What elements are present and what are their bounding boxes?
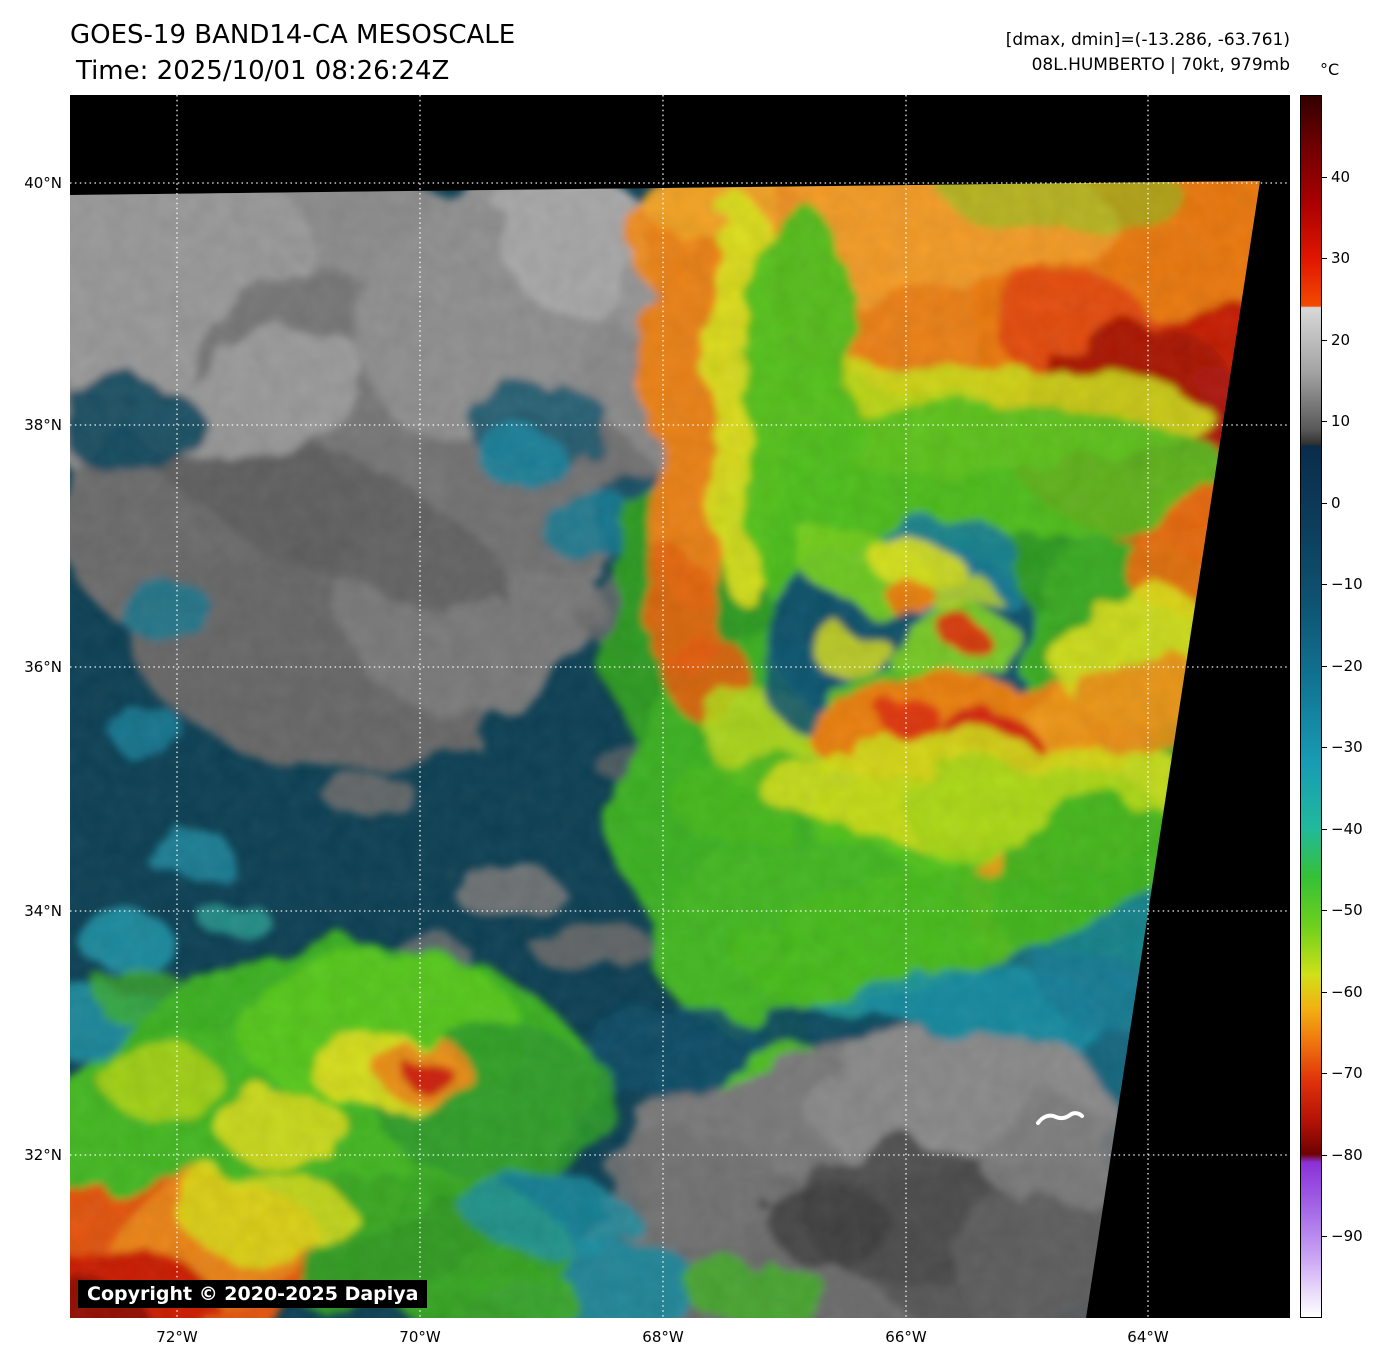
colorbar-tick-label: −40	[1331, 819, 1363, 838]
satellite-imagery	[70, 95, 1290, 1318]
colorbar-tick-mark	[1322, 1236, 1327, 1238]
satellite-map: Copyright © 2020-2025 Dapiya	[70, 95, 1290, 1318]
colorbar-tick-mark	[1322, 747, 1327, 749]
texture-dark	[70, 181, 1260, 1318]
colorbar-tick-mark	[1322, 1154, 1327, 1156]
colorbar-tick-label: −20	[1331, 656, 1363, 675]
lat-tick-label: 32°N	[24, 1146, 62, 1164]
lon-tick-label: 68°W	[642, 1328, 684, 1346]
colorbar-tick-mark	[1322, 991, 1327, 993]
colorbar-tick-label: 30	[1331, 249, 1351, 268]
lat-tick-label: 40°N	[24, 174, 62, 192]
lon-tick-label: 66°W	[885, 1328, 927, 1346]
colorbar	[1300, 95, 1322, 1318]
lon-tick-label: 64°W	[1127, 1328, 1169, 1346]
colorbar-tick-mark	[1322, 176, 1327, 178]
colorbar-tick-mark	[1322, 828, 1327, 830]
colorbar-tick-mark	[1322, 421, 1327, 423]
storm-readout: 08L.HUMBERTO | 70kt, 979mb	[1031, 55, 1290, 75]
colorbar-tick-label: −60	[1331, 982, 1363, 1001]
colorbar-tick-label: 0	[1331, 493, 1341, 512]
colorbar-tick-label: −70	[1331, 1064, 1363, 1083]
copyright-label: Copyright © 2020-2025 Dapiya	[78, 1280, 428, 1308]
colorbar-tick-mark	[1322, 665, 1327, 667]
colorbar-tick-label: 40	[1331, 167, 1351, 186]
header-right: [dmax, dmin]=(-13.286, -63.761) 08L.HUMB…	[1006, 28, 1290, 78]
colorbar-tick-label: 10	[1331, 412, 1351, 431]
lon-tick-label: 72°W	[156, 1328, 198, 1346]
timestamp: Time: 2025/10/01 08:26:24Z	[76, 56, 450, 86]
bermuda-island	[1036, 1111, 1084, 1125]
colorbar-tick-mark	[1322, 339, 1327, 341]
colorbar-tick-label: −50	[1331, 901, 1363, 920]
colorbar-tick-mark	[1322, 502, 1327, 504]
lat-tick-label: 34°N	[24, 902, 62, 920]
lon-tick-label: 70°W	[399, 1328, 441, 1346]
colorbar-tick-label: −80	[1331, 1145, 1363, 1164]
colorbar-tick-label: 20	[1331, 330, 1351, 349]
colorbar-unit-label: °C	[1320, 60, 1340, 79]
dmax-dmin-readout: [dmax, dmin]=(-13.286, -63.761)	[1005, 30, 1290, 50]
product-title: GOES-19 BAND14-CA MESOSCALE	[70, 20, 516, 50]
colorbar-tick-label: −90	[1331, 1227, 1363, 1246]
colorbar-tick-label: −30	[1331, 738, 1363, 757]
colorbar-tick-mark	[1322, 910, 1327, 912]
lat-tick-label: 38°N	[24, 416, 62, 434]
colorbar-tick-mark	[1322, 584, 1327, 586]
lat-tick-label: 36°N	[24, 658, 62, 676]
colorbar-tick-mark	[1322, 1073, 1327, 1075]
colorbar-tick-mark	[1322, 258, 1327, 260]
colorbar-tick-label: −10	[1331, 575, 1363, 594]
